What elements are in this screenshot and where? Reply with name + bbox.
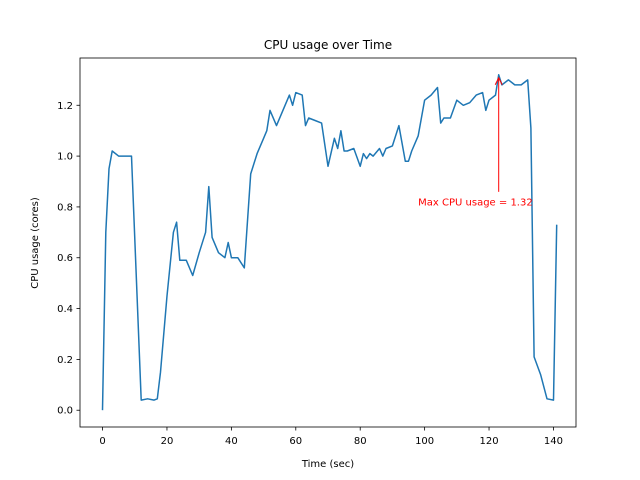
y-tick-label: 1.0	[57, 152, 73, 163]
annotation-arrow-head	[494, 76, 503, 85]
y-tick-label: 0.0	[57, 406, 73, 417]
annotation-label: Max CPU usage = 1.32	[418, 197, 533, 208]
series-layer	[101, 74, 558, 411]
x-tick-label: 20	[161, 436, 174, 447]
x-tick-label: 120	[479, 436, 498, 447]
x-tick-label: 40	[225, 436, 238, 447]
x-tick-label: 0	[99, 436, 105, 447]
y-tick-label: 0.4	[57, 304, 73, 315]
y-tick-label: 0.2	[57, 355, 73, 366]
y-ticks: 0.0 0.2 0.4 0.6 0.8 1.0 1.2	[57, 101, 80, 417]
x-tick-label: 140	[544, 436, 563, 447]
axes-border	[79, 57, 577, 428]
y-axis-label: CPU usage (cores)	[30, 197, 41, 289]
chart-title: CPU usage over Time	[264, 38, 392, 52]
axes-frame	[80, 58, 576, 427]
x-tick-label: 60	[289, 436, 302, 447]
y-tick-label: 1.2	[57, 101, 73, 112]
series-line	[101, 74, 558, 411]
plot-area: Max CPU usage = 1.32 0 20 40 60 80 100 120 140 …	[57, 57, 577, 447]
annotation-layer: Max CPU usage = 1.32	[418, 76, 533, 208]
y-tick-label: 0.8	[57, 202, 73, 213]
x-tick-label: 100	[415, 436, 434, 447]
x-ticks: 0 20 40 60 80 100 120 140	[99, 427, 563, 447]
y-tick-label: 0.6	[57, 253, 73, 264]
x-tick-label: 80	[354, 436, 367, 447]
x-axis-label: Time (sec)	[301, 459, 354, 470]
